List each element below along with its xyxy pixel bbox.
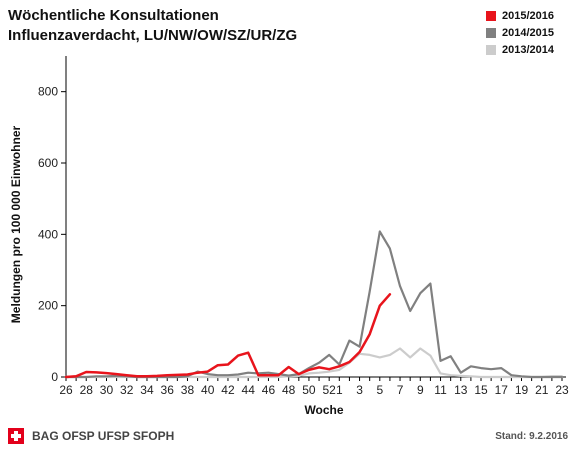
series-line-2014-2015 — [64, 230, 564, 379]
x-tick-label: 34 — [140, 383, 154, 397]
swiss-cross-icon — [8, 428, 24, 444]
legend-swatch — [486, 44, 496, 55]
footer-brand: BAG OFSP UFSP SFOPH — [8, 428, 174, 444]
footer-date: Stand: 9.2.2016 — [495, 431, 568, 442]
series-line-2013-2014 — [64, 347, 564, 379]
x-tick-label: 7 — [397, 383, 404, 397]
y-tick-label: 600 — [38, 156, 58, 170]
x-tick-label: 46 — [262, 383, 276, 397]
x-tick-label: 1 — [336, 383, 343, 397]
x-tick-label: 40 — [201, 383, 215, 397]
legend-swatch — [486, 10, 496, 21]
x-tick-label: 28 — [80, 383, 94, 397]
x-tick-label: 5 — [376, 383, 383, 397]
chart-title: Wöchentliche Konsultationen Influenzaver… — [8, 6, 297, 46]
legend: 2015/2016 2014/2015 2013/2014 — [486, 7, 554, 58]
legend-label: 2015/2016 — [502, 9, 554, 22]
series-line-2015-2016 — [64, 293, 392, 379]
chart-title-line-2: Influenzaverdacht, LU/NW/OW/SZ/UR/ZG — [8, 27, 298, 44]
x-tick-label: 19 — [515, 383, 529, 397]
x-tick-label: 32 — [120, 383, 134, 397]
legend-item-2015-2016: 2015/2016 — [486, 7, 554, 24]
x-tick-label: 26 — [59, 383, 73, 397]
footer-org: BAG OFSP UFSP SFOPH — [32, 429, 175, 443]
legend-item-2014-2015: 2014/2015 — [486, 24, 554, 41]
y-axis-title: Meldungen pro 100 000 Einwohner — [9, 125, 23, 323]
x-tick-label: 3 — [356, 383, 363, 397]
legend-label: 2014/2015 — [502, 26, 554, 39]
x-tick-label: 38 — [181, 383, 195, 397]
x-axis-title: Woche — [304, 403, 343, 417]
x-tick-label: 13 — [454, 383, 468, 397]
x-tick-label: 30 — [100, 383, 114, 397]
legend-swatch — [486, 27, 496, 38]
y-tick-label: 400 — [38, 227, 58, 241]
x-tick-label: 48 — [282, 383, 296, 397]
y-tick-label: 200 — [38, 299, 58, 313]
x-tick-label: 21 — [535, 383, 549, 397]
legend-label: 2013/2014 — [502, 43, 554, 56]
x-tick-label: 36 — [161, 383, 175, 397]
x-tick-label: 17 — [495, 383, 509, 397]
x-tick-label: 15 — [474, 383, 488, 397]
x-tick-label: 52 — [323, 383, 337, 397]
y-tick-label: 0 — [51, 370, 58, 384]
x-tick-label: 44 — [242, 383, 256, 397]
x-tick-label: 11 — [434, 383, 447, 397]
x-tick-label: 9 — [417, 383, 424, 397]
y-tick-label: 800 — [38, 85, 58, 99]
x-tick-label: 23 — [555, 383, 569, 397]
x-tick-label: 42 — [221, 383, 235, 397]
x-tick-label: 50 — [302, 383, 316, 397]
chart-title-line-1: Wöchentliche Konsultationen — [8, 7, 219, 24]
legend-item-2013-2014: 2013/2014 — [486, 41, 554, 58]
